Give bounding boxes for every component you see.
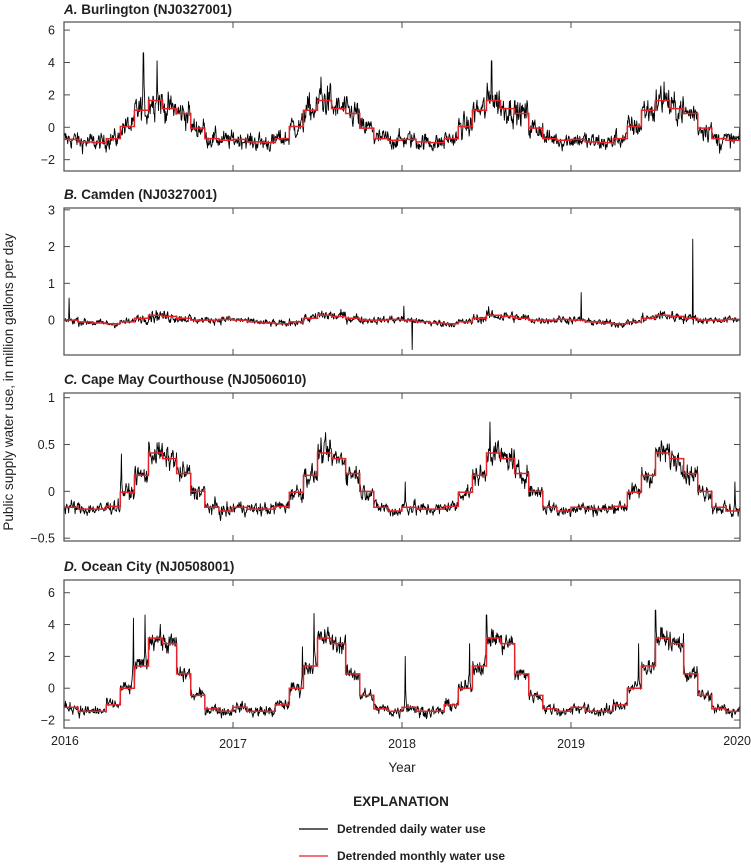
panel-title: D. Ocean City (NJ0508001) bbox=[64, 559, 234, 574]
y-tick-label: 0 bbox=[48, 121, 55, 135]
panel-title: B. Camden (NJ0327001) bbox=[64, 187, 217, 202]
panel-title: A. Burlington (NJ0327001) bbox=[63, 2, 232, 17]
plot-frame bbox=[63, 207, 741, 356]
x-tick-label: 2019 bbox=[557, 737, 585, 751]
panel-name: Cape May Courthouse (NJ0506010) bbox=[81, 372, 306, 387]
y-tick-label: 1 bbox=[48, 391, 55, 405]
panel-letter: B. bbox=[64, 187, 81, 202]
y-tick-label: 3 bbox=[48, 203, 55, 217]
panel-d: D. Ocean City (NJ0508001) 6 4 2 0 −2 bbox=[41, 559, 741, 729]
daily-series-line bbox=[64, 238, 740, 350]
y-tick-label: 2 bbox=[48, 650, 55, 664]
panel-b: B. Camden (NJ0327001) 3 2 1 0 bbox=[48, 187, 741, 356]
daily-series-line bbox=[64, 421, 740, 522]
panel-a: A. Burlington (NJ0327001) 6 4 2 0 −2 bbox=[41, 2, 741, 172]
y-tick-label: 0 bbox=[48, 485, 55, 499]
y-axis-label: Public supply water use, in million gall… bbox=[1, 233, 16, 530]
y-tick-label: 2 bbox=[48, 88, 55, 102]
legend: EXPLANATION Detrended daily water use De… bbox=[299, 794, 505, 863]
y-tick-label: 6 bbox=[48, 586, 55, 600]
panel-letter: D. bbox=[64, 559, 81, 574]
x-tick-label: 2018 bbox=[388, 737, 416, 751]
monthly-series-line bbox=[64, 452, 740, 512]
y-tick-label: 4 bbox=[48, 56, 55, 70]
panel-title: C. Cape May Courthouse (NJ0506010) bbox=[64, 372, 306, 387]
y-tick-label: −0.5 bbox=[30, 532, 55, 546]
panel-name: Camden (NJ0327001) bbox=[81, 187, 217, 202]
plot-frame bbox=[63, 392, 741, 542]
x-axis-tick-labels: 2016 2017 2018 2019 2020 bbox=[51, 734, 751, 751]
monthly-series-line bbox=[64, 99, 740, 144]
panel-name: Ocean City (NJ0508001) bbox=[81, 559, 234, 574]
panel-letter: A. bbox=[63, 2, 81, 17]
y-tick-label: 0 bbox=[48, 682, 55, 696]
x-tick-label: 2017 bbox=[219, 737, 247, 751]
plot-frame bbox=[63, 21, 741, 172]
legend-title: EXPLANATION bbox=[353, 794, 449, 809]
y-tick-label: 0 bbox=[48, 314, 55, 328]
panels: A. Burlington (NJ0327001) 6 4 2 0 −2 B. Camden… bbox=[30, 2, 741, 729]
y-tick-label: −2 bbox=[41, 153, 55, 167]
panel-c: C. Cape May Courthouse (NJ0506010) 1 0.5 0 −… bbox=[30, 372, 741, 546]
y-tick-label: 6 bbox=[48, 24, 55, 38]
daily-series-line bbox=[64, 609, 740, 720]
y-tick-label: 4 bbox=[48, 618, 55, 632]
x-axis-label: Year bbox=[388, 760, 416, 775]
monthly-series-line bbox=[64, 314, 740, 325]
y-tick-label: −2 bbox=[41, 714, 55, 728]
legend-label-daily: Detrended daily water use bbox=[337, 822, 486, 836]
panel-letter: C. bbox=[64, 372, 81, 387]
y-tick-label: 2 bbox=[48, 240, 55, 254]
monthly-series-line bbox=[64, 637, 740, 713]
y-tick-label: 1 bbox=[48, 277, 55, 291]
legend-label-monthly: Detrended monthly water use bbox=[337, 849, 505, 863]
panel-name: Burlington (NJ0327001) bbox=[81, 2, 232, 17]
x-tick-label: 2016 bbox=[51, 734, 79, 748]
x-tick-label: 2020 bbox=[723, 734, 751, 748]
y-tick-label: 0.5 bbox=[38, 438, 55, 452]
